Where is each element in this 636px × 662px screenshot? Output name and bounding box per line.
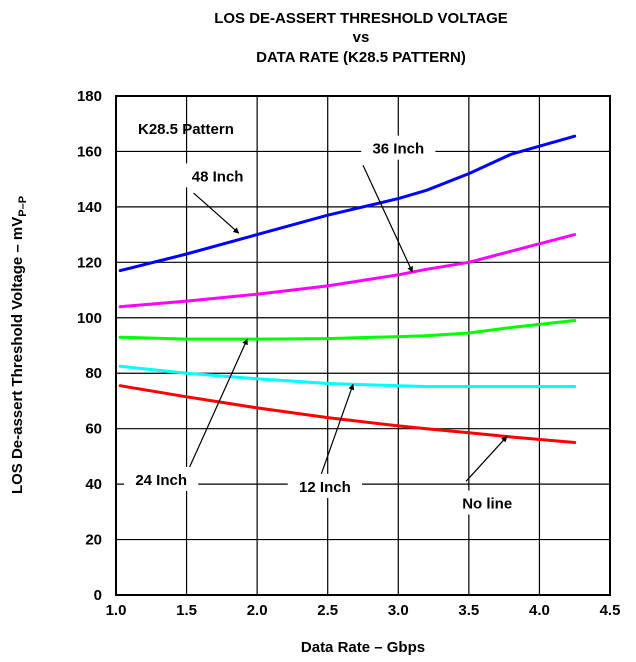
annotation-arrow-no-line	[465, 435, 508, 482]
y-axis-label: LOS De-assert Threshold Voltage – mVP–P	[9, 196, 29, 494]
series-layer	[118, 134, 577, 444]
x-tick-label: 1.5	[176, 602, 197, 619]
annotation-label-bg-36-inch	[361, 135, 436, 160]
x-tick-label: 3.0	[388, 602, 409, 619]
y-tick-label: 180	[77, 88, 102, 105]
annotation-arrow-24-inch	[188, 338, 248, 468]
annotation-label-bg-48-inch	[180, 163, 255, 188]
y-tick-label: 160	[77, 143, 102, 160]
series-line-no-line	[118, 384, 577, 444]
annotation-label-bg-24-inch	[124, 466, 199, 491]
y-tick-label: 100	[77, 310, 102, 327]
annotation-label-48-inch: 48 Inch	[192, 168, 244, 185]
y-tick-label: 60	[85, 421, 102, 438]
y-tick-label: 20	[85, 532, 102, 549]
annotation-label-no-line: No line	[462, 496, 512, 513]
chart-title-line-3: DATA RATE (K28.5 PATTERN)	[256, 49, 466, 66]
x-tick-label: 4.0	[529, 602, 550, 619]
y-axis-label-subscript: P–P	[17, 196, 29, 217]
chart-title-line-2: vs	[353, 29, 370, 46]
series-line-36-inch	[118, 233, 577, 309]
x-tick-label: 2.5	[317, 602, 338, 619]
annotation-label-36-inch: 36 Inch	[372, 141, 424, 158]
annotation-label-24-inch: 24 Inch	[135, 472, 187, 489]
y-tick-labels: 0 20 40 60 80 100 120 140 160 180	[77, 88, 102, 604]
plot-frame	[115, 95, 611, 596]
chart-title-line-1: LOS DE-ASSERT THRESHOLD VOLTAGE	[214, 10, 508, 27]
annotation-arrow-36-inch	[362, 165, 413, 273]
annotation-arrow-12-inch	[320, 383, 355, 476]
series-line-24-inch	[118, 319, 577, 341]
y-tick-label: 120	[77, 254, 102, 271]
pattern-note: K28.5 Pattern	[138, 121, 234, 138]
annotation-label-bg-12-inch	[287, 473, 362, 498]
x-tick-label: 2.0	[247, 602, 268, 619]
annotation-label-bg-no-line	[450, 490, 525, 515]
annotations: 48 Inch 36 Inch 24 Inch 12 Inch No line	[124, 135, 525, 515]
y-axis-label-main: LOS De-assert Threshold Voltage – mV	[9, 217, 26, 494]
series-line-12-inch	[118, 364, 577, 388]
y-tick-label: 140	[77, 199, 102, 216]
x-tick-label: 3.5	[458, 602, 479, 619]
x-axis-label: Data Rate – Gbps	[301, 639, 425, 656]
annotation-arrow-48-inch	[193, 192, 240, 234]
y-tick-label: 0	[94, 587, 102, 604]
y-tick-label: 80	[85, 365, 102, 382]
x-tick-label: 4.5	[600, 602, 621, 619]
x-tick-labels: 1.0 1.5 2.0 2.5 3.0 3.5 4.0 4.5	[106, 602, 621, 619]
x-tick-label: 1.0	[106, 602, 127, 619]
series-line-48-inch	[118, 134, 577, 273]
y-tick-label: 40	[85, 476, 102, 493]
annotation-label-12-inch: 12 Inch	[299, 479, 351, 496]
